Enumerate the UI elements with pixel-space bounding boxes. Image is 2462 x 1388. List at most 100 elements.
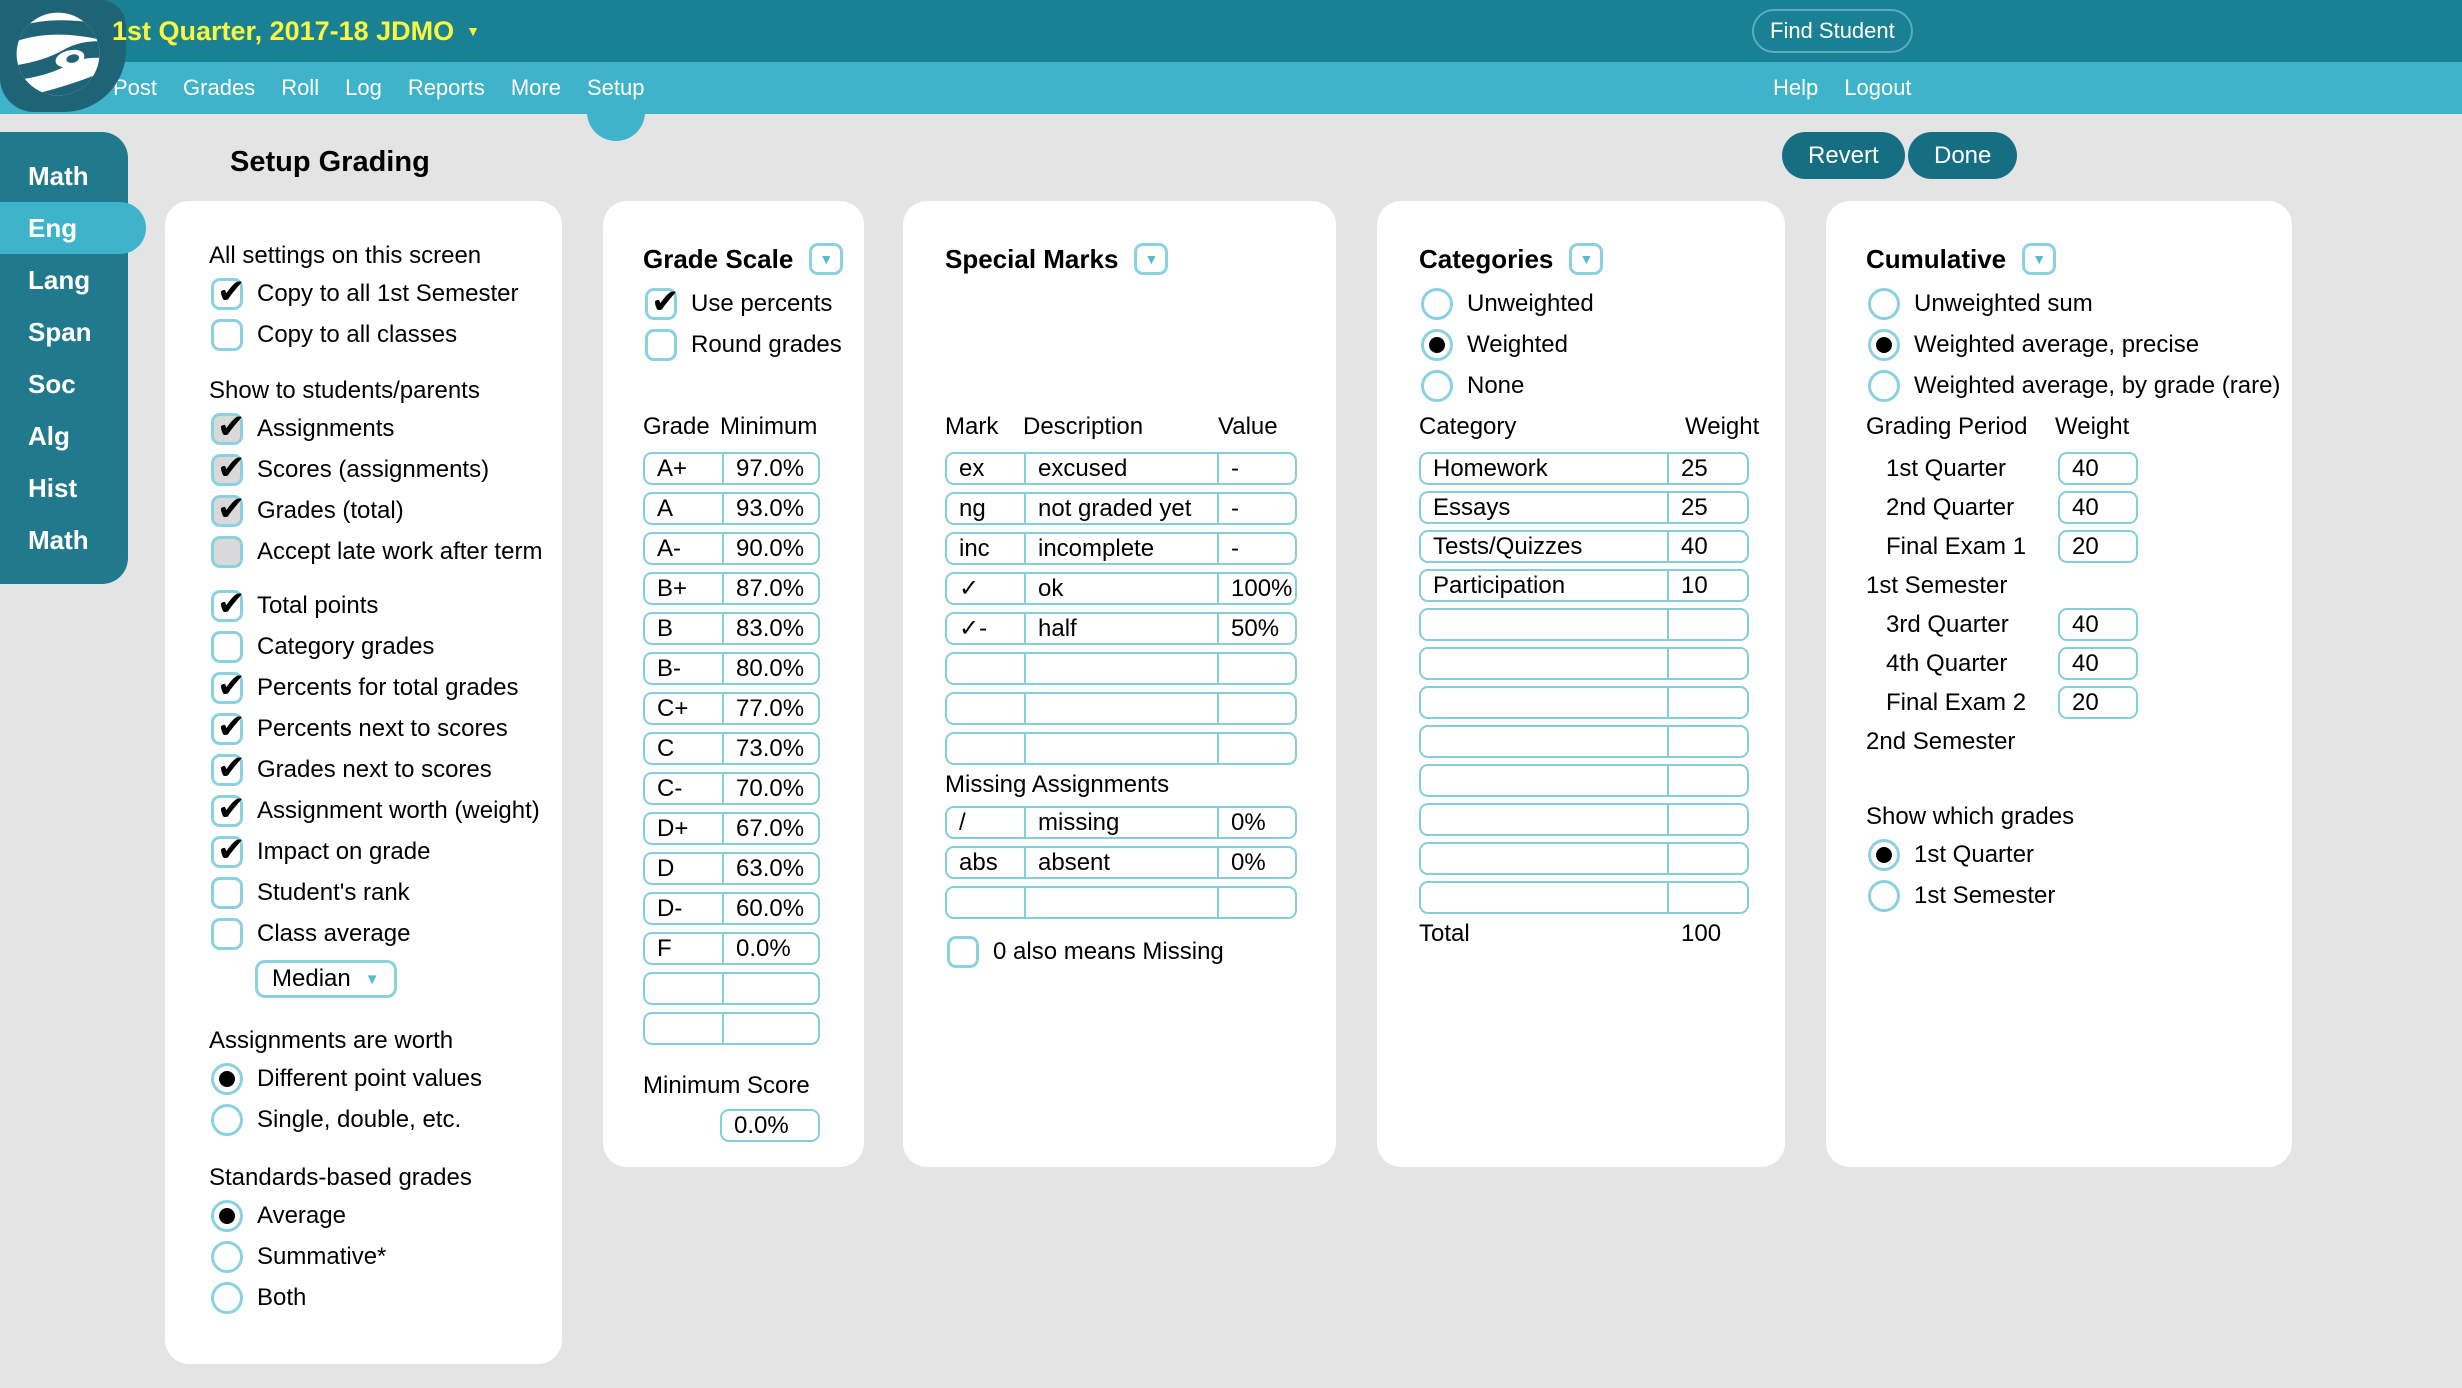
special-marks-menu-button[interactable]: ▼ [1134,243,1168,275]
checkbox-grades-next-to-scores[interactable] [211,754,243,786]
period-weight-input[interactable]: 40 [2058,608,2138,641]
mark-cell[interactable] [947,734,1024,763]
weight-cell[interactable] [1667,805,1747,834]
radio-different-point-values[interactable] [211,1063,243,1095]
checkbox-student-s-rank[interactable] [211,877,243,909]
weight-cell[interactable]: 25 [1667,493,1747,522]
sidebar-item-soc[interactable]: Soc [0,358,128,410]
grade-cell[interactable]: A [645,494,722,523]
weight-cell[interactable] [1667,610,1747,639]
class-selector[interactable]: 1st Quarter, 2017-18 JDMO ▼ [112,0,480,62]
description-cell[interactable]: missing [1024,808,1217,837]
categories-menu-button[interactable]: ▼ [1569,243,1603,275]
checkbox-impact-on-grade[interactable] [211,836,243,868]
minimum-score-input[interactable]: 0.0% [720,1109,820,1142]
sidebar-item-math[interactable]: Math [0,514,128,566]
value-cell[interactable] [1217,694,1295,723]
mark-cell[interactable]: / [947,808,1024,837]
category-cell[interactable] [1421,883,1667,912]
category-cell[interactable]: Homework [1421,454,1667,483]
minimum-cell[interactable]: 97.0% [722,454,818,483]
minimum-cell[interactable] [722,1014,818,1043]
grade-cell[interactable]: A- [645,534,722,563]
weight-cell[interactable] [1667,766,1747,795]
grade-cell[interactable]: F [645,934,722,963]
mark-cell[interactable]: ✓- [947,614,1024,643]
grade-cell[interactable]: A+ [645,454,722,483]
grade-cell[interactable]: B+ [645,574,722,603]
mark-cell[interactable] [947,888,1024,917]
checkbox-assignments[interactable] [211,413,243,445]
value-cell[interactable]: 0% [1217,808,1295,837]
minimum-cell[interactable]: 80.0% [722,654,818,683]
weight-cell[interactable] [1667,844,1747,873]
minimum-cell[interactable] [722,974,818,1003]
mark-cell[interactable] [947,654,1024,683]
minimum-cell[interactable]: 63.0% [722,854,818,883]
description-cell[interactable]: half [1024,614,1217,643]
nav-item-setup[interactable]: Setup [574,62,658,114]
category-cell[interactable] [1421,610,1667,639]
checkbox-category-grades[interactable] [211,631,243,663]
minimum-cell[interactable]: 77.0% [722,694,818,723]
value-cell[interactable] [1217,888,1295,917]
grade-cell[interactable]: C [645,734,722,763]
value-cell[interactable] [1217,734,1295,763]
radio-summative[interactable] [211,1241,243,1273]
description-cell[interactable] [1024,734,1217,763]
nav-item-more[interactable]: More [498,62,574,114]
radio-1st-quarter[interactable] [1868,839,1900,871]
description-cell[interactable]: excused [1024,454,1217,483]
description-cell[interactable] [1024,694,1217,723]
period-weight-input[interactable]: 20 [2058,686,2138,719]
category-cell[interactable]: Participation [1421,571,1667,600]
radio-weighted-average-by-grade-rare[interactable] [1868,370,1900,402]
category-cell[interactable] [1421,766,1667,795]
description-cell[interactable] [1024,888,1217,917]
sidebar-item-span[interactable]: Span [0,306,128,358]
checkbox-round-grades[interactable] [645,329,677,361]
checkbox-assignment-worth-weight[interactable] [211,795,243,827]
sidebar-item-hist[interactable]: Hist [0,462,128,514]
category-cell[interactable] [1421,844,1667,873]
checkbox-copy-to-all-1st-semester[interactable] [211,278,243,310]
minimum-cell[interactable]: 83.0% [722,614,818,643]
grade-cell[interactable]: C+ [645,694,722,723]
value-cell[interactable] [1217,654,1295,683]
mark-cell[interactable]: ✓ [947,574,1024,603]
grade-cell[interactable] [645,974,722,1003]
radio-average[interactable] [211,1200,243,1232]
weight-cell[interactable] [1667,688,1747,717]
radio-unweighted[interactable] [1421,288,1453,320]
value-cell[interactable]: - [1217,494,1295,523]
median-dropdown[interactable]: Median▼ [255,960,397,998]
weight-cell[interactable] [1667,649,1747,678]
checkbox-grades-total[interactable] [211,495,243,527]
sidebar-item-alg[interactable]: Alg [0,410,128,462]
checkbox-class-average[interactable] [211,918,243,950]
checkbox-0-also-means-missing[interactable] [947,936,979,968]
minimum-cell[interactable]: 93.0% [722,494,818,523]
minimum-cell[interactable]: 73.0% [722,734,818,763]
value-cell[interactable]: 100% [1217,574,1295,603]
minimum-cell[interactable]: 67.0% [722,814,818,843]
weight-cell[interactable] [1667,883,1747,912]
minimum-cell[interactable]: 90.0% [722,534,818,563]
checkbox-total-points[interactable] [211,590,243,622]
mark-cell[interactable]: ng [947,494,1024,523]
period-weight-input[interactable]: 40 [2058,452,2138,485]
grade-cell[interactable]: B- [645,654,722,683]
value-cell[interactable]: 0% [1217,848,1295,877]
sidebar-item-math[interactable]: Math [0,150,128,202]
checkbox-percents-next-to-scores[interactable] [211,713,243,745]
nav-item-log[interactable]: Log [332,62,395,114]
nav-item-logout[interactable]: Logout [1831,62,1924,114]
period-weight-input[interactable]: 20 [2058,530,2138,563]
value-cell[interactable]: 50% [1217,614,1295,643]
sidebar-item-eng[interactable]: Eng [0,202,146,254]
nav-item-help[interactable]: Help [1760,62,1831,114]
category-cell[interactable]: Essays [1421,493,1667,522]
value-cell[interactable]: - [1217,454,1295,483]
grade-cell[interactable]: B [645,614,722,643]
period-weight-input[interactable]: 40 [2058,647,2138,680]
